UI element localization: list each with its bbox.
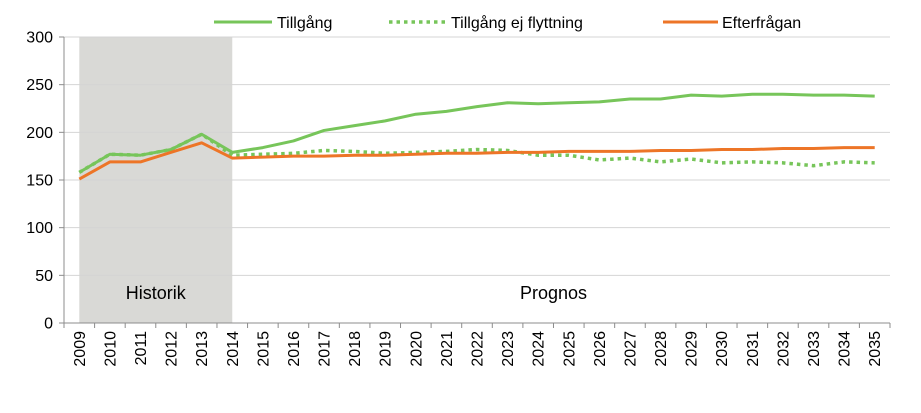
y-tick-label-0: 0: [44, 316, 53, 333]
x-tick-label-2018: 2018: [347, 331, 364, 367]
x-tick-label-2031: 2031: [745, 331, 762, 367]
series-line-1: [78, 132, 875, 174]
x-tick-label-2013: 2013: [194, 331, 211, 367]
x-tick-label-2029: 2029: [684, 331, 701, 367]
x-tick-label-2016: 2016: [286, 331, 303, 367]
x-tick-label-2028: 2028: [653, 331, 670, 367]
x-tick-label-2011: 2011: [133, 331, 150, 366]
x-tick-label-2033: 2033: [806, 331, 823, 367]
x-tick-label-2020: 2020: [408, 331, 425, 367]
grid-layer: [64, 36, 890, 324]
legend-label-2: Efterfrågan: [722, 14, 801, 32]
x-tick-label-2035: 2035: [867, 331, 884, 367]
x-tick-label-2026: 2026: [592, 331, 609, 367]
x-tick-label-2017: 2017: [317, 331, 334, 367]
x-tick-label-2023: 2023: [500, 331, 517, 367]
y-tick-label-300: 300: [26, 30, 53, 47]
x-tick-label-2030: 2030: [714, 331, 731, 367]
x-tick-label-2034: 2034: [837, 331, 854, 367]
x-tick-label-2015: 2015: [255, 331, 272, 367]
y-tick-label-100: 100: [26, 220, 53, 237]
x-tick-label-2012: 2012: [164, 331, 181, 367]
legend: Tillgång Tillgång ej flyttning Efterfrågan: [214, 14, 801, 32]
x-tick-label-2009: 2009: [72, 331, 89, 367]
x-tick-label-2019: 2019: [378, 331, 395, 367]
y-tick-label-250: 250: [26, 77, 53, 94]
region-label-0: Historik: [126, 283, 187, 303]
x-tick-label-2027: 2027: [622, 331, 639, 367]
x-tick-label-2032: 2032: [775, 331, 792, 367]
x-tick-label-2021: 2021: [439, 331, 456, 367]
y-tick-label-200: 200: [26, 125, 53, 142]
axis-layer: 0 50 100 150 200 250 300 2009 2010 2011 2012 2013 20…: [26, 30, 891, 367]
region-label-1: Prognos: [520, 283, 587, 303]
x-tick-label-2024: 2024: [531, 331, 548, 367]
x-tick-label-2022: 2022: [470, 331, 487, 367]
x-tick-label-2010: 2010: [102, 331, 119, 367]
series-line-2: [78, 141, 875, 181]
x-tick-label-2025: 2025: [561, 331, 578, 367]
series-layer: [78, 92, 875, 181]
legend-label-0: Tillgång: [277, 14, 332, 32]
y-tick-label-150: 150: [26, 173, 53, 190]
legend-label-1: Tillgång ej flyttning: [451, 14, 583, 32]
y-tick-label-50: 50: [35, 268, 53, 285]
x-tick-label-2014: 2014: [225, 331, 242, 367]
